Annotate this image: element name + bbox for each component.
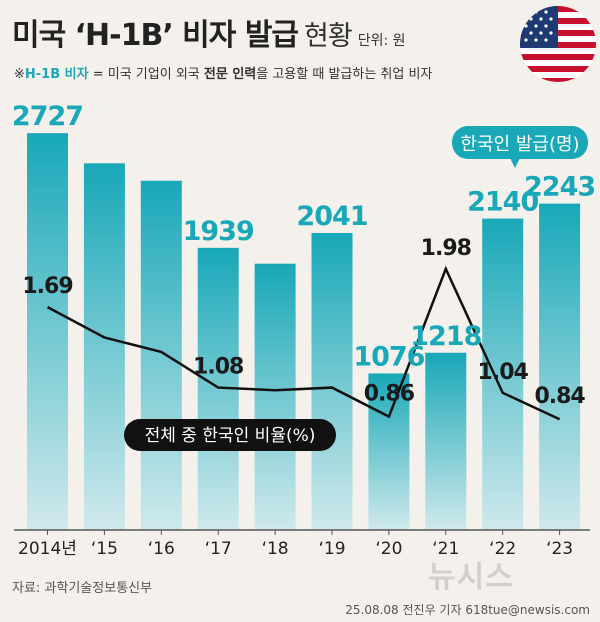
chart-title: 미국 ‘H-1B’ 비자 발급 현황 단위: 원 — [12, 10, 406, 54]
note-text-2: 을 고용할 때 발급하는 취업 비자 — [256, 67, 433, 82]
x-label-9: ‘23 — [546, 539, 573, 559]
bar-7 — [425, 352, 467, 530]
x-label-0: 2014년 — [18, 539, 77, 559]
bar-value-5: 2041 — [296, 201, 367, 232]
credit-line: 25.08.08 전진우 기자 618tue@newsis.com — [345, 603, 590, 617]
x-label-2: ‘16 — [148, 539, 175, 559]
bar-4 — [254, 263, 296, 530]
bar-value-7: 1218 — [410, 321, 481, 352]
bar-value-3: 1939 — [183, 216, 254, 247]
bar-5 — [311, 232, 353, 530]
x-label-4: ‘18 — [262, 539, 289, 559]
bar-2 — [140, 180, 182, 531]
definition-note: ※H-1B 비자 = 미국 기업이 외국 전문 인력을 고용할 때 발급하는 취… — [14, 63, 432, 82]
bar-value-8: 2140 — [467, 187, 538, 218]
bar-0 — [27, 133, 68, 530]
bar-8 — [482, 218, 524, 530]
title-sub: 현황 — [304, 21, 353, 52]
ratio-value-9: 0.84 — [534, 384, 585, 409]
x-label-3: ‘17 — [205, 539, 232, 559]
bar-legend: 한국인 발급(명) — [452, 126, 588, 168]
bar-legend-label: 한국인 발급(명) — [460, 134, 579, 155]
bar-9 — [539, 203, 581, 530]
ratio-line — [46, 265, 561, 421]
ratio-value-0: 1.69 — [22, 274, 72, 299]
x-label-6: ‘20 — [375, 539, 402, 559]
bar-value-9: 2243 — [524, 172, 595, 203]
x-label-1: ‘15 — [91, 539, 118, 559]
line-legend-label: 전체 중 한국인 비율(%) — [145, 426, 316, 446]
note-prefix: ※ — [14, 67, 25, 82]
source-note: 자료: 과학기술정보통신부 — [12, 581, 153, 596]
newsis-watermark: 뉴시스 — [428, 560, 514, 595]
bar-1 — [83, 163, 125, 530]
x-label-5: ‘19 — [318, 539, 345, 559]
bar-value-0: 2727 — [12, 101, 83, 132]
note-bold: 전문 인력 — [203, 67, 257, 82]
bar-6 — [368, 373, 410, 530]
us-flag-icon — [520, 6, 596, 82]
ratio-value-7: 1.98 — [421, 236, 471, 261]
x-label-7: ‘21 — [432, 539, 459, 559]
unit-label: 단위: 원 — [357, 33, 406, 49]
title-main: 미국 ‘H-1B’ 비자 발급 — [12, 18, 299, 53]
ratio-value-6: 0.86 — [364, 382, 415, 407]
ratio-value-3: 1.08 — [193, 355, 243, 380]
line-legend: 전체 중 한국인 비율(%) — [124, 419, 336, 451]
ratio-value-8: 1.04 — [478, 360, 529, 385]
note-highlight: H-1B 비자 — [24, 67, 89, 82]
note-text-1: = 미국 기업이 외국 — [88, 67, 204, 82]
bar-value-6: 1076 — [353, 341, 424, 372]
x-label-8: ‘22 — [489, 539, 516, 559]
